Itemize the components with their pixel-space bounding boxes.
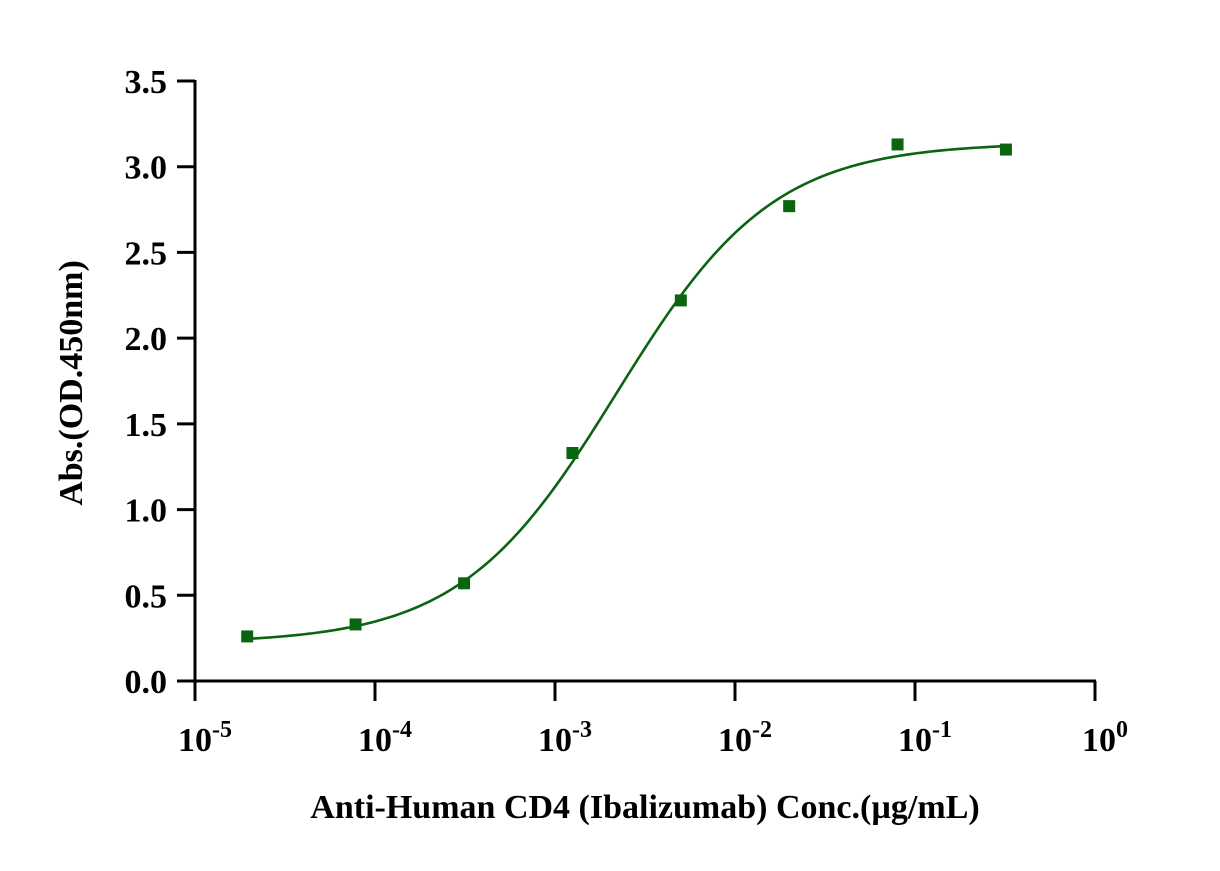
y-tick-label: 3.0 [125, 150, 168, 187]
y-tick-label: 0.5 [125, 578, 168, 615]
y-tick-label: 1.0 [125, 493, 168, 530]
data-point [999, 143, 1012, 156]
x-tick-label: 10-5 [178, 717, 232, 759]
y-tick-label: 3.5 [125, 64, 168, 101]
data-point [783, 200, 796, 213]
fit-curve-layer [247, 144, 1006, 641]
x-tick-label: 10-2 [718, 717, 772, 759]
x-tick-label: 10-3 [538, 717, 592, 759]
y-tick-label: 2.5 [125, 235, 168, 272]
data-point [566, 447, 579, 459]
data-point [349, 618, 362, 631]
y-tick-label: 0.0 [125, 664, 168, 701]
y-tick-label: 1.5 [125, 407, 168, 444]
x-axis-label: Anti-Human CD4 (Ibalizumab) Conc.(µg/mL) [310, 789, 979, 826]
data-point [891, 138, 904, 151]
y-axis-label: Abs.(OD.450nm) [53, 260, 90, 506]
data-point [241, 630, 254, 643]
x-axis: 10-5 10-4 10-3 10-2 10-1 100 [178, 679, 1128, 759]
y-tick-label: 2.0 [125, 321, 168, 358]
x-tick-label: 100 [1082, 717, 1128, 759]
x-tick-label: 10-4 [358, 717, 412, 759]
y-axis: 0.0 0.5 1.0 1.5 2.0 2.5 3.0 3.5 [125, 64, 197, 701]
data-point [458, 577, 471, 590]
x-tick-label: 10-1 [898, 717, 952, 759]
data-points-layer [241, 138, 1012, 643]
fit-curve [247, 144, 1006, 641]
data-point [674, 294, 687, 307]
